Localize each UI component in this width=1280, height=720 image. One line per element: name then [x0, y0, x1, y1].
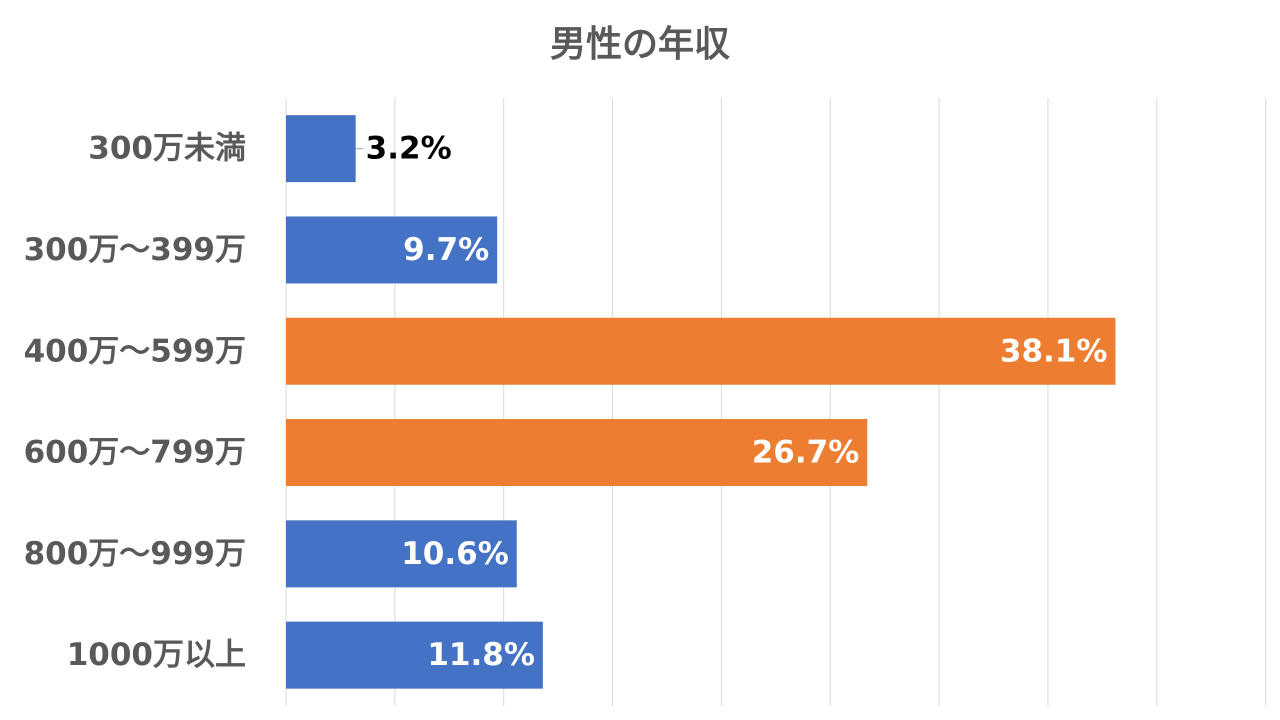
category-label-5: 800万～999万: [24, 536, 246, 572]
category-label-6: 1000万以上: [67, 637, 246, 673]
gridlines: [285, 98, 1267, 706]
data-label-6: 11.8%: [427, 637, 535, 673]
bar-3: [286, 317, 1116, 385]
chart-title: 男性の年収: [549, 24, 730, 65]
bar-6: [286, 621, 543, 689]
data-label-5: 10.6%: [401, 536, 509, 572]
category-label-3: 400万～599万: [24, 333, 246, 369]
bar-1: [286, 115, 356, 183]
data-label-3: 38.1%: [1000, 333, 1108, 369]
category-label-2: 300万～399万: [24, 232, 246, 268]
data-label-4: 26.7%: [752, 435, 860, 471]
bar-2: [286, 216, 498, 284]
labels: 300万未満 3.2% 300万～399万 9.7% 400万～599万 38.1% 600…: [24, 131, 1108, 674]
category-label-4: 600万～799万: [24, 435, 246, 471]
bar-5: [286, 520, 517, 588]
bars: [286, 115, 1116, 689]
data-label-2: 9.7%: [403, 232, 489, 268]
data-label-1: 3.2%: [366, 131, 452, 167]
category-label-1: 300万未満: [88, 131, 246, 167]
bar-4: [286, 419, 868, 487]
